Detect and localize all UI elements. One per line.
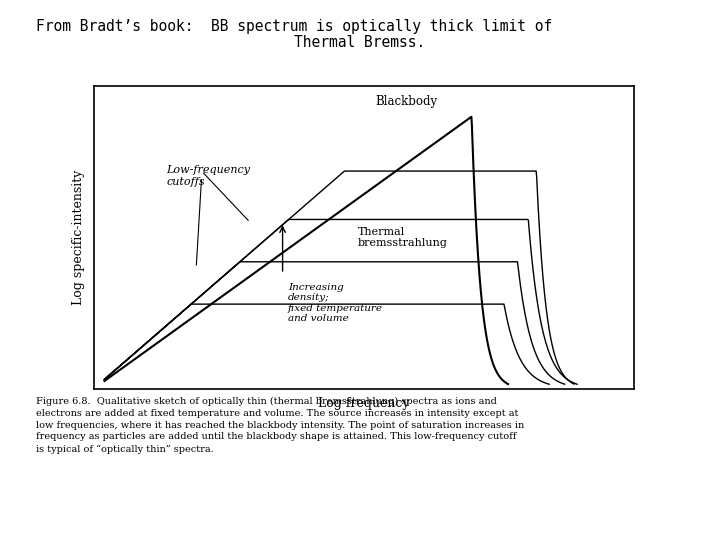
X-axis label: Log frequency: Log frequency: [318, 397, 410, 410]
Text: Thermal Bremss.: Thermal Bremss.: [294, 35, 426, 50]
Y-axis label: Log specific-intensity: Log specific-intensity: [72, 170, 85, 305]
Text: Figure 6.8.  Qualitative sketch of optically thin (thermal bremsstrahlung) spect: Figure 6.8. Qualitative sketch of optica…: [36, 397, 524, 454]
Text: Blackbody: Blackbody: [376, 94, 438, 107]
Text: From Bradt’s book:  BB spectrum is optically thick limit of: From Bradt’s book: BB spectrum is optica…: [36, 19, 552, 34]
Text: Increasing
density;
fixed temperature
and volume: Increasing density; fixed temperature an…: [288, 283, 383, 323]
Text: Low-frequency
cutoffs: Low-frequency cutoffs: [166, 165, 251, 187]
Text: Thermal
bremsstrahlung: Thermal bremsstrahlung: [359, 227, 448, 248]
